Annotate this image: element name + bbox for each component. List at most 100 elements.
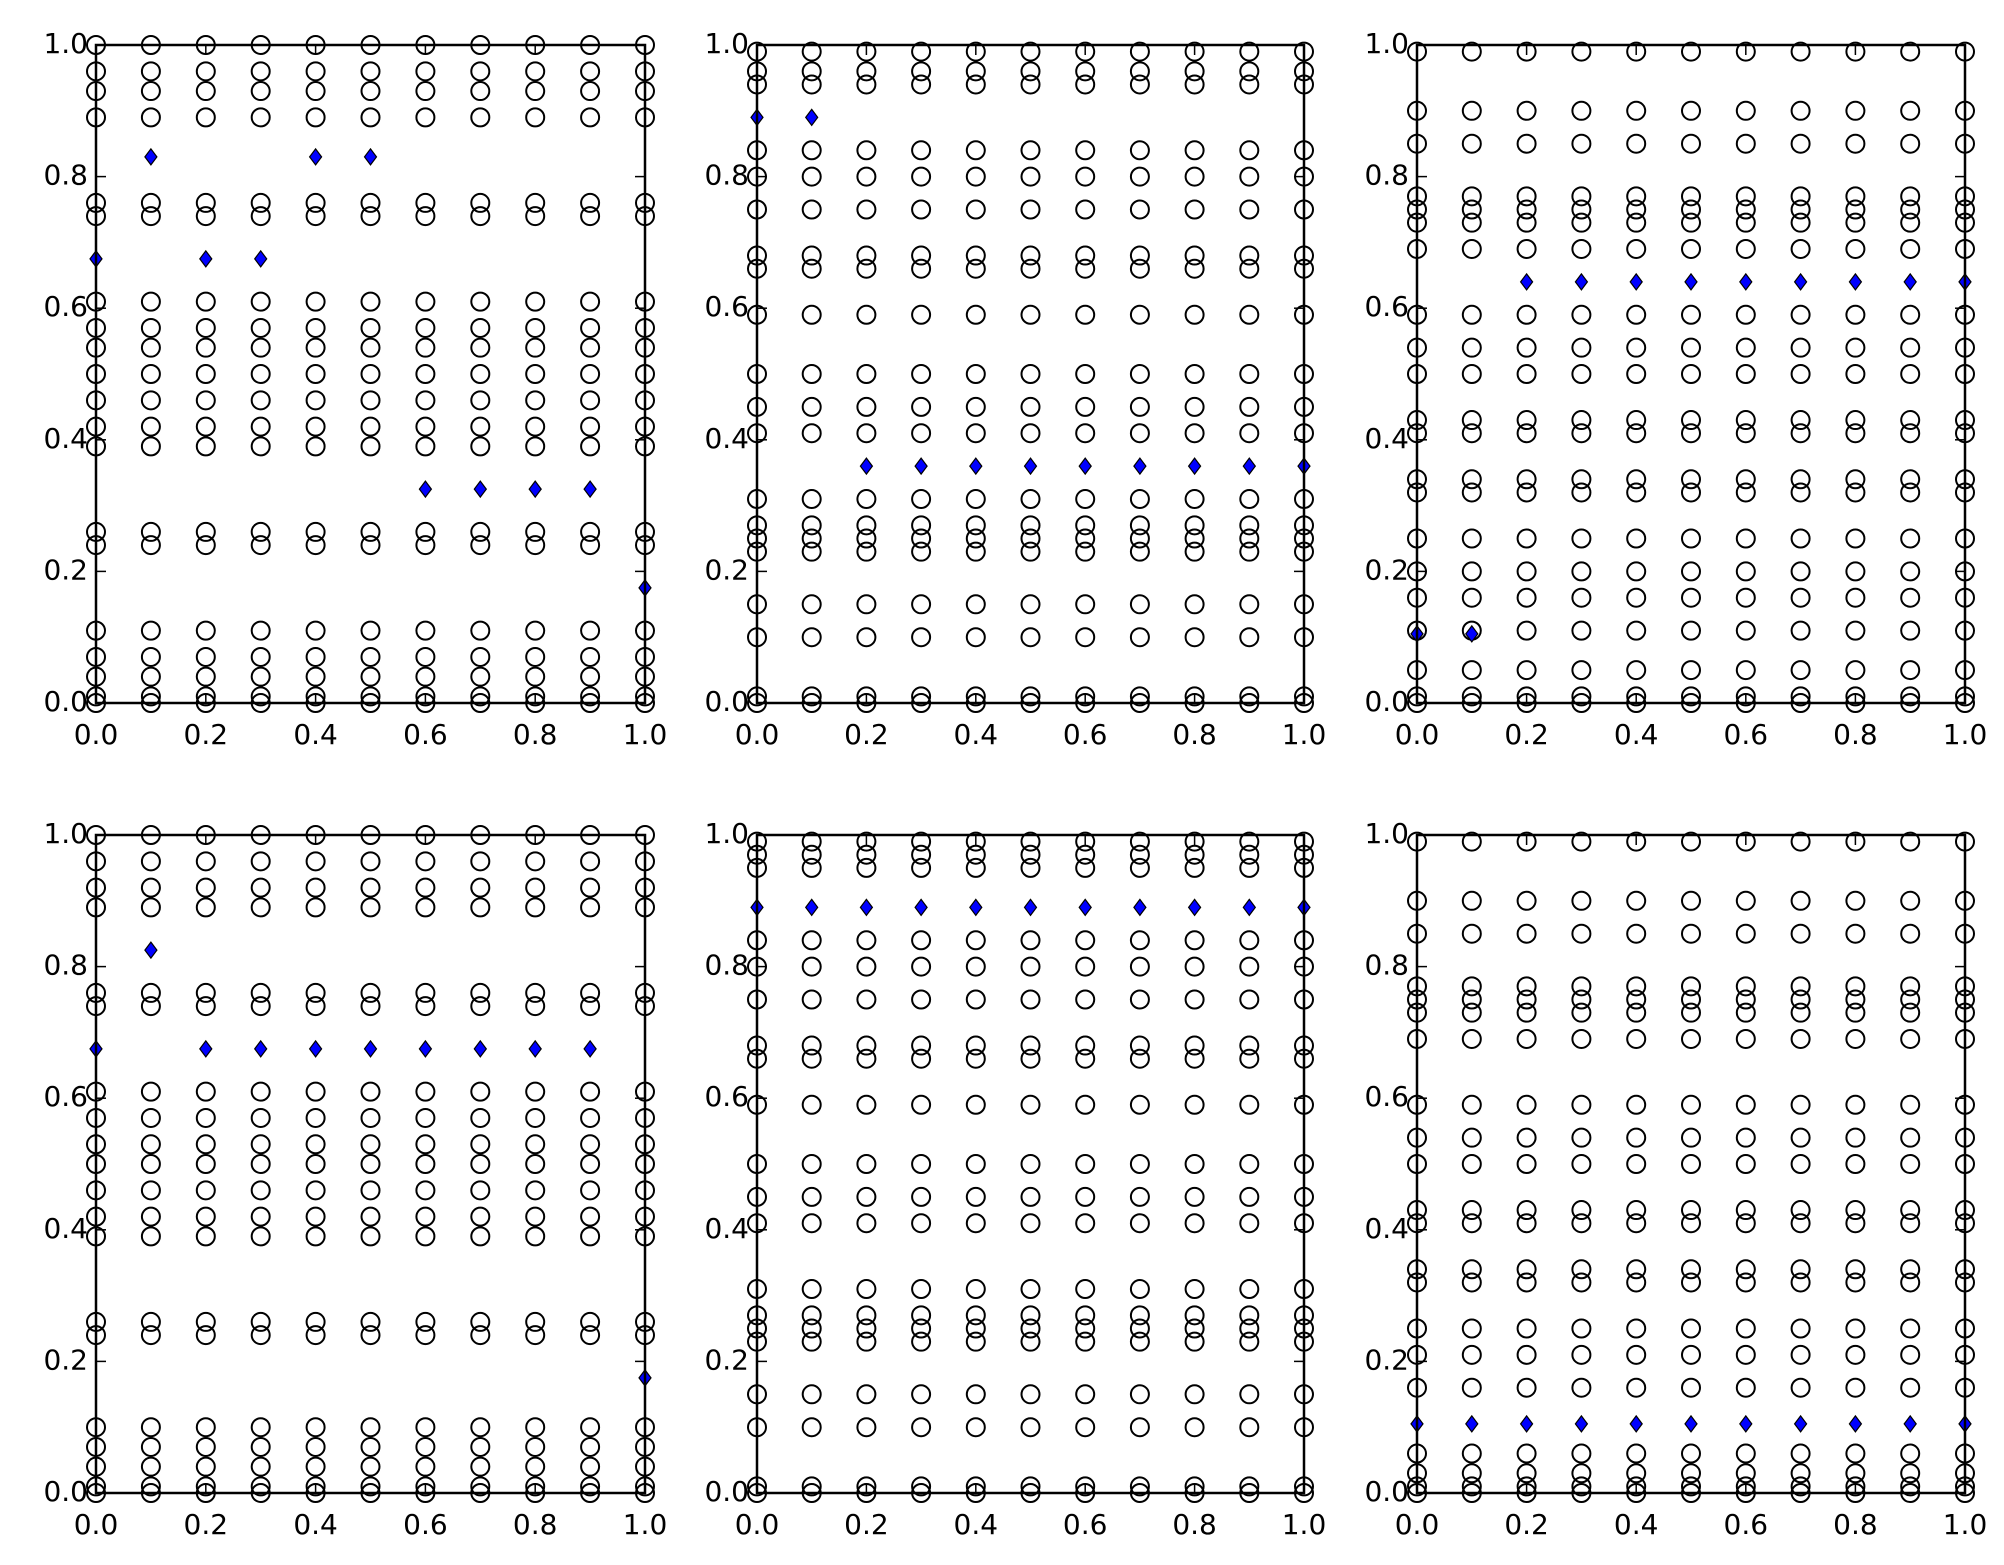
- circle-point: [1900, 1213, 1921, 1234]
- circle-point: [305, 1476, 326, 1497]
- circle-point: [1129, 844, 1150, 865]
- circle-point: [470, 982, 491, 1003]
- circle-point: [1626, 831, 1647, 852]
- circle-point: [1516, 364, 1537, 384]
- circle-point: [140, 1311, 161, 1332]
- circle-point: [1129, 594, 1150, 615]
- circle-point: [856, 1331, 877, 1352]
- circle-point: [1516, 989, 1537, 1010]
- circle-point: [1129, 686, 1150, 707]
- circle-point: [140, 337, 161, 358]
- circle-point: [250, 206, 271, 227]
- circle-point: [250, 61, 271, 82]
- subplot: 0.0 0.2 0.4 0.6 0.8 1.0 0.0 0.2 0.4 0.6 0.8 1.0: [704, 817, 1326, 1541]
- x-tick-label: 0.6: [1063, 1508, 1108, 1541]
- circle-point: [1571, 469, 1592, 490]
- circle-point: [250, 107, 271, 128]
- circle-point: [1516, 1476, 1537, 1497]
- circle-point: [1184, 423, 1205, 444]
- y-tick-label: 0.0: [1364, 1475, 1409, 1508]
- circle-point: [1900, 238, 1921, 259]
- circle-point: [415, 1226, 436, 1247]
- circle-point: [415, 646, 436, 667]
- circle-point: [305, 686, 326, 707]
- circle-point: [525, 1081, 546, 1102]
- circle-point: [415, 521, 436, 542]
- circle-point: [1020, 528, 1041, 549]
- circle-point: [415, 317, 436, 338]
- circle-point: [1461, 686, 1482, 707]
- circle-point: [195, 61, 216, 82]
- circle-point: [1516, 1443, 1537, 1464]
- circle-point: [911, 1154, 932, 1174]
- circle-point: [470, 61, 491, 82]
- circle-point: [580, 61, 601, 82]
- circle-point: [415, 1476, 436, 1497]
- circle-point: [1239, 61, 1260, 82]
- circle-point: [525, 107, 546, 128]
- circle-point: [580, 1311, 601, 1332]
- circle-point: [470, 107, 491, 128]
- x-tick-label: 0.0: [735, 1508, 780, 1541]
- circle-point: [360, 1154, 381, 1174]
- circle-point: [1184, 515, 1205, 536]
- circle-point: [580, 337, 601, 358]
- x-tick-label: 0.8: [1833, 718, 1878, 751]
- circle-point: [580, 1081, 601, 1102]
- circle-point: [1461, 364, 1482, 384]
- circle-point: [140, 877, 161, 898]
- circle-point: [1900, 482, 1921, 503]
- circle-point: [1681, 100, 1701, 121]
- circle-point: [525, 1154, 546, 1174]
- circle-point: [1845, 890, 1866, 911]
- circle-point: [965, 956, 986, 977]
- circle-point: [1075, 199, 1096, 220]
- circle-point: [250, 364, 271, 384]
- circle-point: [1129, 857, 1150, 878]
- circle-point: [1571, 100, 1592, 121]
- circle-point: [195, 1436, 216, 1457]
- circle-point: [1790, 831, 1811, 852]
- circle-point: [525, 620, 546, 641]
- circle-point: [1075, 1318, 1096, 1339]
- x-tick-label: 0.8: [1172, 1508, 1217, 1541]
- circle-point: [470, 1154, 491, 1174]
- circle-point: [1900, 1094, 1921, 1115]
- circle-point: [1571, 831, 1592, 852]
- circle-point: [1626, 410, 1647, 431]
- circle-point: [1020, 1331, 1041, 1352]
- circle-point: [1461, 423, 1482, 444]
- y-tick-label: 0.0: [704, 1475, 749, 1508]
- circle-point: [1790, 1318, 1811, 1339]
- circle-point: [1571, 620, 1592, 641]
- circle-point: [1845, 423, 1866, 444]
- circle-point: [415, 1134, 436, 1155]
- diamond-point: [1739, 1414, 1753, 1433]
- circle-point: [470, 1417, 491, 1438]
- circle-point: [305, 1417, 326, 1438]
- circle-point: [250, 1436, 271, 1457]
- circle-point: [1516, 1154, 1537, 1174]
- circle-point: [140, 1206, 161, 1227]
- circle-point: [1020, 1279, 1041, 1300]
- plot-area: [747, 831, 1314, 1503]
- circle-point: [1020, 1476, 1041, 1497]
- circle-point: [1735, 364, 1756, 384]
- circle-point: [1075, 831, 1096, 852]
- circle-point: [580, 666, 601, 687]
- circle-point: [195, 897, 216, 918]
- circle-point: [801, 515, 822, 536]
- diamond-point: [1078, 898, 1092, 917]
- diamond-point: [363, 147, 378, 166]
- circle-point: [1790, 1094, 1811, 1115]
- circle-point: [1735, 686, 1756, 707]
- circle-point: [195, 1081, 216, 1102]
- circle-point: [1129, 1331, 1150, 1352]
- circle-point: [250, 1134, 271, 1155]
- circle-point: [250, 291, 271, 312]
- circle-point: [1184, 541, 1205, 562]
- circle-point: [965, 1318, 986, 1339]
- circle-point: [360, 686, 381, 707]
- circle-point: [1571, 1127, 1592, 1148]
- circle-point: [911, 956, 932, 977]
